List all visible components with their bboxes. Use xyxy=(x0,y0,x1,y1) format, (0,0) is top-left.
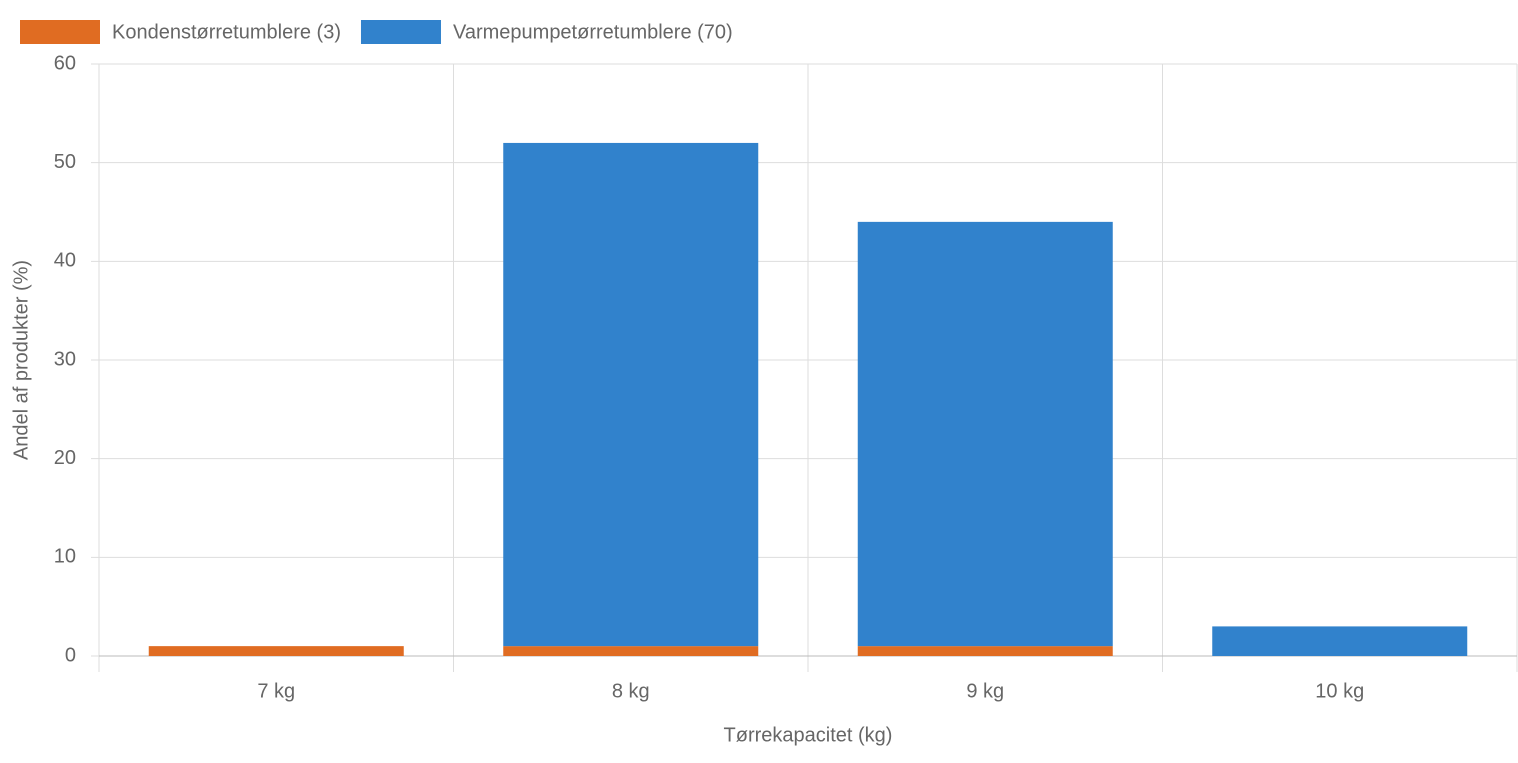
y-tick-label: 50 xyxy=(54,151,76,173)
y-tick-label: 0 xyxy=(65,644,76,666)
legend-swatch xyxy=(20,20,100,44)
legend-label: Varmepumpetørretumblere (70) xyxy=(453,21,733,43)
legend-swatch xyxy=(360,20,441,44)
bar xyxy=(857,221,1113,647)
bar xyxy=(503,646,759,656)
bar xyxy=(503,142,759,647)
x-tick-label: 7 kg xyxy=(257,680,295,702)
x-tick-label: 10 kg xyxy=(1315,680,1364,702)
bar xyxy=(1212,626,1468,656)
x-tick-label: 9 kg xyxy=(966,680,1004,702)
y-tick-label: 30 xyxy=(54,348,76,370)
x-tick-label: 8 kg xyxy=(612,680,650,702)
x-axis-title: Tørrekapacitet (kg) xyxy=(724,724,893,746)
bar xyxy=(148,646,404,656)
y-tick-label: 10 xyxy=(54,546,76,568)
y-tick-label: 60 xyxy=(54,52,76,74)
y-axis-title: Andel af produkter (%) xyxy=(10,260,32,460)
bar xyxy=(857,646,1113,656)
legend-label: Kondenstørretumblere (3) xyxy=(112,21,341,43)
y-tick-label: 40 xyxy=(54,250,76,272)
y-tick-label: 20 xyxy=(54,447,76,469)
